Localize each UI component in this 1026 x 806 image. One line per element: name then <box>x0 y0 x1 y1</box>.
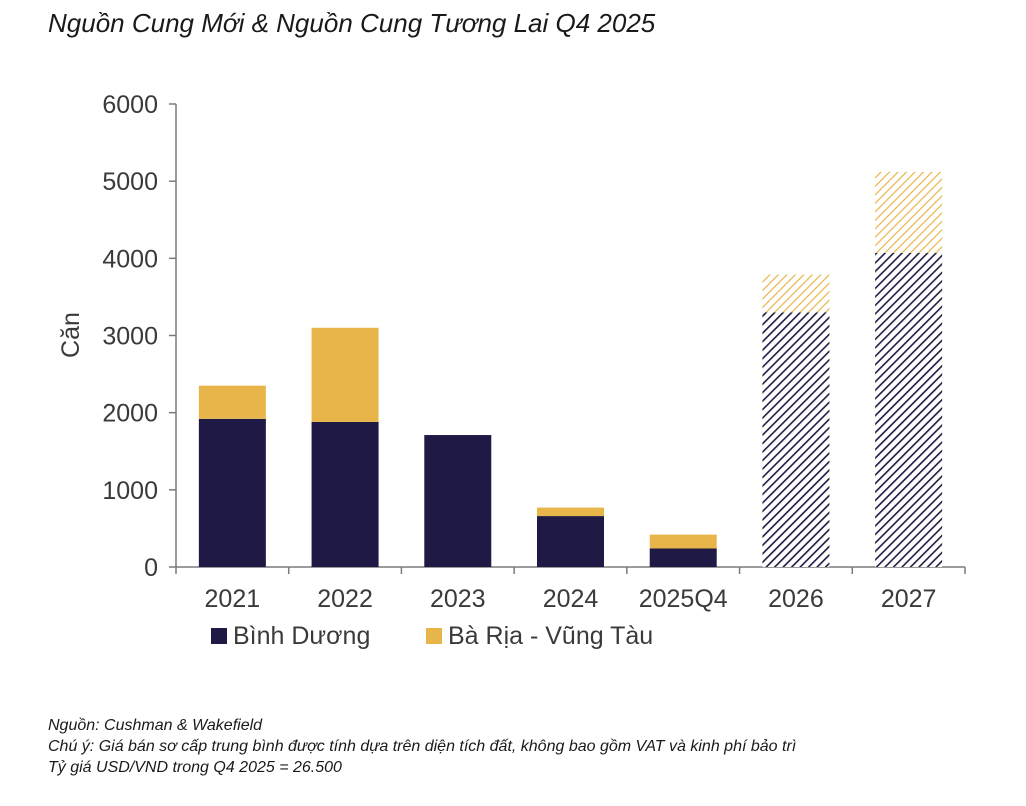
bar-2025Q4-binh-duong <box>649 548 717 567</box>
x-tick-label: 2026 <box>768 585 824 613</box>
bar-2023-binh-duong <box>424 435 492 567</box>
bar-2027-binh-duong <box>875 252 943 567</box>
x-tick-label: 2021 <box>205 585 261 613</box>
bar-2021-binh-duong <box>198 418 266 567</box>
source-note: Nguồn: Cushman & Wakefield <box>48 717 263 734</box>
footnotes: Nguồn: Cushman & Wakefield Chú ý: Giá bá… <box>48 715 796 778</box>
legend-label-binh-duong: Bình Dương <box>233 622 370 650</box>
bar-2024-ba-ria-vung-tau <box>537 507 604 517</box>
bar-2027-ba-ria-vung-tau <box>875 171 943 253</box>
x-tick-label: 2023 <box>430 585 486 613</box>
chart-title: Nguồn Cung Mới & Nguồn Cung Tương Lai Q4… <box>48 8 656 38</box>
stacked-bar-chart: 0 1000 2000 3000 4000 5000 6000 Căn 2021 2022 2023… <box>57 91 966 650</box>
axes-group: 0 1000 2000 3000 4000 5000 6000 Căn 2021 2022 2023… <box>57 91 966 613</box>
bar-2025Q4-ba-ria-vung-tau <box>649 534 717 549</box>
y-tick-label: 2000 <box>102 400 158 428</box>
x-tick-label: 2027 <box>881 585 937 613</box>
y-tick-label: 1000 <box>102 477 158 505</box>
legend-label-ba-ria-vung-tau: Bà Rịa - Vũng Tàu <box>448 622 653 650</box>
y-tick-label: 0 <box>144 554 158 582</box>
bar-2021-ba-ria-vung-tau <box>198 385 266 419</box>
x-tick-label: 2022 <box>317 585 373 613</box>
bar-2022-binh-duong <box>311 421 379 567</box>
y-axis-label: Căn <box>57 312 85 358</box>
x-tick-label: 2025Q4 <box>639 585 728 613</box>
legend-swatch-binh-duong <box>211 628 227 644</box>
y-tick-label: 4000 <box>102 245 158 273</box>
bar-2022-ba-ria-vung-tau <box>311 327 379 422</box>
bar-2026-binh-duong <box>762 312 830 567</box>
bar-2026-ba-ria-vung-tau <box>762 274 830 313</box>
methodology-note: Chú ý: Giá bán sơ cấp trung bình được tí… <box>48 738 797 755</box>
y-tick-label: 6000 <box>102 91 158 119</box>
legend: Bình Dương Bà Rịa - Vũng Tàu <box>211 622 653 650</box>
x-tick-label: 2024 <box>543 585 599 613</box>
y-tick-label: 3000 <box>102 323 158 351</box>
bars-group <box>198 171 943 567</box>
exchange-rate-note: Tỷ giá USD/VND trong Q4 2025 = 26.500 <box>48 759 342 776</box>
legend-swatch-ba-ria-vung-tau <box>426 628 442 644</box>
bar-2024-binh-duong <box>537 516 604 567</box>
y-tick-label: 5000 <box>102 168 158 196</box>
